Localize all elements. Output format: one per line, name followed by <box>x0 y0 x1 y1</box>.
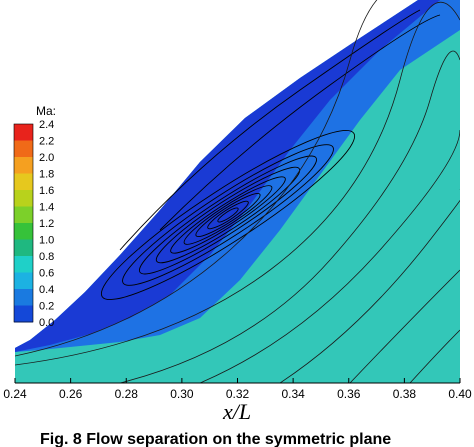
outer-streamline <box>119 9 421 251</box>
colorbar-swatch <box>14 173 33 191</box>
vortex-streamline <box>100 129 356 301</box>
colorbar-swatches <box>13 123 34 323</box>
colorbar-swatch <box>14 272 33 290</box>
colorbar-tick-label: 1.4 <box>39 202 54 214</box>
colorbar-swatch <box>14 239 33 257</box>
colorbar-swatch <box>14 223 33 240</box>
separation-vortex <box>100 9 441 301</box>
x-tick-label: 0.38 <box>393 387 417 401</box>
vortex-streamline <box>195 193 261 237</box>
colorbar-swatch <box>14 124 33 141</box>
colorbar-tick-label: 2.0 <box>39 152 54 164</box>
colorbar: Ma: 2.4 2.2 2.0 1.8 1.6 1.4 1.2 1.0 0.8 0.6 0.4 0.2… <box>13 104 56 329</box>
x-axis: 0.24 0.26 0.28 0.30 0.32 0.34 0.36 0.38 0.40 x/L <box>3 378 472 424</box>
colorbar-swatch <box>14 289 33 306</box>
colorbar-tick-label: 0.4 <box>39 284 54 296</box>
vortex-streamline <box>217 207 239 223</box>
colorbar-title: Ma: <box>36 104 56 118</box>
colorbar-swatch <box>14 206 33 224</box>
vortex-streamline <box>170 176 286 254</box>
outer-streamline <box>159 14 441 231</box>
body-white-region <box>15 0 418 348</box>
colorbar-frame <box>13 123 34 323</box>
colorbar-tick-label: 1.8 <box>39 169 54 181</box>
colorbar-labels: 2.4 2.2 2.0 1.8 1.6 1.4 1.2 1.0 0.8 0.6 0.4 0.2 0.0 <box>39 119 54 329</box>
vortex-streamline <box>207 200 249 230</box>
streamline <box>279 189 460 383</box>
wall-layer-region <box>15 0 440 352</box>
colorbar-tick-label: 2.4 <box>39 119 54 131</box>
streamline <box>199 129 460 383</box>
colorbar-swatch <box>14 256 33 273</box>
figure-caption: Fig. 8 Flow separation on the symmetric … <box>40 431 391 447</box>
colorbar-swatch <box>14 190 33 207</box>
vortex-streamline <box>155 166 301 264</box>
colorbar-tick-label: 0.8 <box>39 251 54 263</box>
colorbar-tick-label: 0.2 <box>39 301 54 313</box>
vortex-streamline <box>183 185 273 245</box>
streamline <box>349 269 460 383</box>
colorbar-swatch <box>14 157 33 174</box>
x-tick-label: 0.40 <box>448 387 472 401</box>
x-tick-label: 0.26 <box>59 387 83 401</box>
x-axis-ticks: 0.24 0.26 0.28 0.30 0.32 0.34 0.36 0.38 0.40 <box>3 378 472 401</box>
vortex-streamline <box>139 155 317 275</box>
x-tick-label: 0.28 <box>115 387 139 401</box>
colorbar-tick-label: 1.0 <box>39 235 54 247</box>
colorbar-swatch <box>14 305 33 323</box>
colorbar-tick-label: 0.6 <box>39 268 54 280</box>
streamline <box>409 329 460 383</box>
colorbar-tick-label: 0.0 <box>39 317 54 329</box>
colorbar-tick-label: 2.2 <box>39 136 54 148</box>
x-tick-label: 0.24 <box>3 387 27 401</box>
colorbar-tick-label: 1.2 <box>39 218 54 230</box>
vortex-streamline <box>122 144 334 286</box>
x-tick-label: 0.36 <box>337 387 361 401</box>
x-tick-label: 0.32 <box>226 387 250 401</box>
streamline <box>119 50 460 383</box>
x-tick-label: 0.34 <box>281 387 305 401</box>
streamline <box>15 0 440 357</box>
x-tick-label: 0.30 <box>170 387 194 401</box>
streamline <box>15 1 460 366</box>
colorbar-swatch <box>14 140 33 158</box>
x-axis-title: x/L <box>222 399 251 424</box>
colorbar-tick-label: 1.6 <box>39 185 54 197</box>
streamlines <box>15 0 460 383</box>
contour-field <box>15 0 460 383</box>
